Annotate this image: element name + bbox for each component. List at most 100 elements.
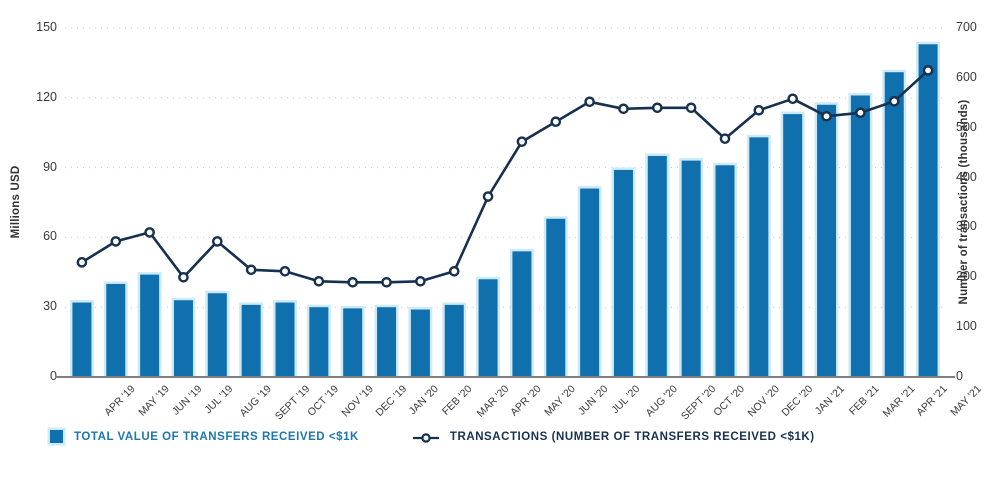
x-axis-tick-label: APR '19: [102, 383, 138, 419]
bar[interactable]: [884, 72, 904, 377]
line-marker[interactable]: [448, 266, 460, 277]
bar[interactable]: [478, 279, 498, 377]
line-marker[interactable]: [178, 271, 189, 283]
y-axis-right-tick: 0: [956, 369, 963, 383]
x-axis-tick-label: MAR '20: [474, 383, 512, 420]
line-marker[interactable]: [144, 227, 155, 238]
line-marker[interactable]: [652, 102, 663, 114]
line-marker[interactable]: [245, 264, 257, 276]
line-marker[interactable]: [685, 102, 697, 114]
x-axis-tick-label: AUG '20: [643, 383, 681, 420]
x-axis-tick-label: MAY '19: [136, 383, 172, 419]
line-marker[interactable]: [888, 95, 900, 107]
bar[interactable]: [918, 44, 938, 377]
legend-item-bar-label: TOTAL VALUE OF TRANSFERS RECEIVED <$1K: [74, 430, 359, 443]
bar[interactable]: [173, 300, 193, 377]
legend-item-bar[interactable]: TOTAL VALUE OF TRANSFERS RECEIVED <$1K: [50, 430, 359, 443]
line-marker[interactable]: [313, 275, 325, 287]
line-marker[interactable]: [415, 275, 426, 287]
legend-bar-swatch-icon: [50, 430, 63, 443]
line-marker[interactable]: [618, 103, 629, 115]
y-axis-left-ticks: 0 30 60 90 120 150: [0, 0, 57, 477]
bar[interactable]: [715, 165, 735, 377]
x-axis-tick-label: AUG '19: [237, 383, 275, 420]
x-axis-tick-label: SEPT '20: [679, 383, 719, 423]
bar[interactable]: [580, 188, 600, 377]
x-axis-tick-label: JAN '21: [812, 383, 847, 418]
plot-area: [55, 27, 955, 378]
bar[interactable]: [512, 251, 532, 377]
line-marker[interactable]: [753, 104, 765, 116]
x-axis-tick-label: FEB '21: [846, 383, 882, 418]
x-axis-tick-label: DEC '19: [373, 383, 409, 419]
x-axis-tick-label: NOV '20: [745, 383, 782, 420]
bar[interactable]: [613, 169, 633, 377]
line-marker[interactable]: [855, 107, 866, 119]
y-axis-right-tick: 300: [956, 219, 977, 234]
line-marker[interactable]: [279, 266, 291, 277]
x-axis-tick-label: MAR '21: [881, 383, 918, 420]
bar[interactable]: [72, 302, 92, 377]
bar[interactable]: [850, 95, 870, 378]
x-axis-tick-label: OCT '19: [305, 383, 342, 419]
legend-item-line-label: TRANSACTIONS (NUMBER OF TRANSFERS RECEIV…: [449, 430, 815, 443]
x-axis-tick-label: APR '20: [508, 383, 544, 419]
line-marker[interactable]: [787, 93, 798, 105]
bar[interactable]: [275, 302, 295, 377]
bar[interactable]: [106, 283, 126, 377]
bar[interactable]: [140, 274, 160, 377]
y-axis-right-tick: 200: [956, 269, 977, 284]
x-axis-tick-label: FEB '20: [440, 383, 475, 418]
bar[interactable]: [444, 304, 464, 377]
bar[interactable]: [377, 307, 397, 377]
bar[interactable]: [546, 218, 566, 377]
line-marker[interactable]: [821, 110, 832, 122]
bar[interactable]: [410, 309, 430, 377]
bar[interactable]: [783, 114, 803, 377]
line-marker[interactable]: [550, 116, 562, 128]
y-axis-right-ticks: 0 100 200 300 400 500 600 700: [956, 0, 998, 477]
plot-svg: [55, 27, 955, 378]
bar[interactable]: [749, 137, 769, 377]
transactions-line: [80, 69, 930, 284]
y-axis-right-tick: 100: [956, 319, 977, 334]
line-marker[interactable]: [584, 96, 595, 108]
line-marker[interactable]: [719, 133, 731, 144]
y-axis-left-tick: 90: [43, 159, 57, 174]
x-axis-tick-label: JUL '19: [202, 383, 236, 417]
bar[interactable]: [681, 160, 701, 377]
line-marker[interactable]: [76, 257, 88, 268]
line-marker[interactable]: [482, 191, 494, 202]
y-axis-left-tick: 30: [43, 299, 57, 314]
line-marker[interactable]: [516, 136, 528, 147]
bar[interactable]: [309, 307, 329, 377]
y-axis-right-tick: 400: [956, 169, 977, 184]
line-marker[interactable]: [347, 276, 358, 288]
bar[interactable]: [207, 293, 227, 377]
x-axis-tick-label: JUN '19: [169, 383, 205, 418]
bar[interactable]: [647, 155, 667, 377]
bar[interactable]: [817, 104, 837, 377]
legend-item-line[interactable]: TRANSACTIONS (NUMBER OF TRANSFERS RECEIV…: [412, 430, 815, 443]
line-marker[interactable]: [381, 276, 392, 288]
line-marker[interactable]: [212, 236, 223, 247]
y-axis-right-tick: 500: [956, 119, 977, 134]
x-axis-tick-label: JUL '20: [608, 383, 642, 417]
x-axis-tick-label: JAN '20: [406, 383, 441, 418]
line-marker[interactable]: [110, 236, 122, 247]
y-axis-left-tick: 0: [50, 369, 57, 383]
y-axis-left-tick: 60: [43, 229, 57, 244]
y-axis-left-tick: 120: [36, 89, 57, 104]
x-axis-tick-label: SEPT '19: [272, 383, 313, 423]
x-axis-tick-label: OCT '20: [711, 383, 748, 419]
x-axis-tick-label: JUN '20: [575, 383, 611, 418]
chart-legend: TOTAL VALUE OF TRANSFERS RECEIVED <$1K T…: [50, 430, 815, 443]
bar[interactable]: [241, 304, 261, 377]
bar[interactable]: [343, 308, 363, 377]
x-axis-tick-label: APR '21: [914, 383, 950, 419]
y-axis-right-tick: 700: [956, 20, 977, 34]
line-marker[interactable]: [922, 65, 934, 76]
x-axis-tick-label: MAY '20: [542, 383, 578, 419]
x-axis-tick-label: NOV '19: [339, 383, 376, 420]
